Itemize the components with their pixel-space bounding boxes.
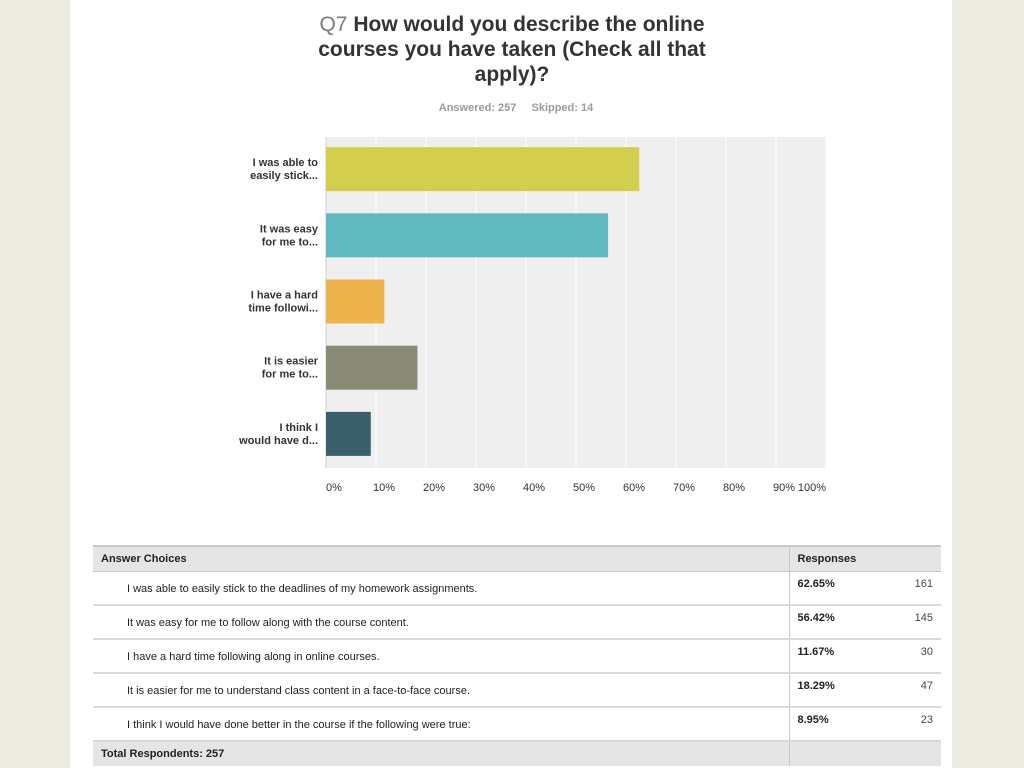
bar [326,147,640,192]
category-label: It was easy [260,223,319,235]
response-percent: 62.65% [797,578,835,590]
table-row: I have a hard time following along in on… [93,639,941,674]
category-label: time followi... [248,303,318,315]
skipped-count: Skipped: 14 [531,102,594,114]
answer-choice: It was easy for me to follow along with … [93,605,789,640]
x-tick-label: 0% [326,482,342,494]
question-title-line-3: apply)? [474,63,550,86]
answer-choice: I was able to easily stick to the deadli… [93,571,789,606]
header-responses: Responses [788,545,941,572]
bar [326,279,385,324]
x-tick-label: 100% [798,482,826,494]
response-percent: 11.67% [797,646,835,658]
answered-count: Answered: 257 [438,102,517,114]
response-count: 145 [914,612,933,624]
category-label: easily stick... [250,170,318,182]
x-tick-label: 80% [723,482,745,494]
x-tick-label: 50% [573,482,595,494]
response-percent: 8.95% [797,714,829,726]
answer-choice: It is easier for me to understand class … [93,673,789,708]
total-respondents: Total Respondents: 257 [93,741,789,766]
category-label: I was able to [253,157,319,169]
category-label: for me to... [262,236,318,248]
category-label: for me to... [262,369,318,381]
x-tick-label: 70% [673,482,695,494]
answer-table: Answer Choices Responses I was able to e… [93,545,941,766]
x-tick-label: 30% [473,482,495,494]
x-tick-label: 90% [773,482,795,494]
response-percent: 56.42% [797,612,835,624]
question-title: Q7 How would you describe the online cou… [0,12,1024,87]
table-row: I was able to easily stick to the deadli… [93,571,941,606]
header-answer-choices: Answer Choices [93,545,789,572]
response-count: 23 [920,714,933,726]
x-tick-label: 60% [623,482,645,494]
x-tick-label: 20% [423,482,445,494]
bar [326,345,418,390]
response-stats: Answered: 257 Skipped: 14 [0,102,1024,114]
category-label: It is easier [264,356,319,368]
response-count: 161 [914,578,933,590]
bar-chart: 0% 10% 20% 30% 40% 50% 60% 70% 80% 90% 100% I was a… [238,137,827,494]
response-count: 30 [920,646,933,658]
question-title-line-1: How would you describe the online [353,13,705,36]
table-row: I think I would have done better in the … [93,707,941,742]
x-tick-label: 10% [373,482,395,494]
total-row: Total Respondents: 257 [93,741,941,766]
question-title-line-2: courses you have taken (Check all that [318,38,706,61]
answer-choice: I have a hard time following along in on… [93,639,789,674]
category-label: would have d... [238,435,318,447]
table-row: It was easy for me to follow along with … [93,605,941,640]
response-count: 47 [920,680,933,692]
x-tick-label: 40% [523,482,545,494]
category-label: I have a hard [251,290,318,302]
bar [326,213,609,258]
bar [326,411,371,456]
answer-choice: I think I would have done better in the … [93,707,789,742]
question-number: Q7 [319,13,348,36]
table-row: It is easier for me to understand class … [93,673,941,708]
response-percent: 18.29% [797,680,835,692]
category-label: I think I [280,422,319,434]
